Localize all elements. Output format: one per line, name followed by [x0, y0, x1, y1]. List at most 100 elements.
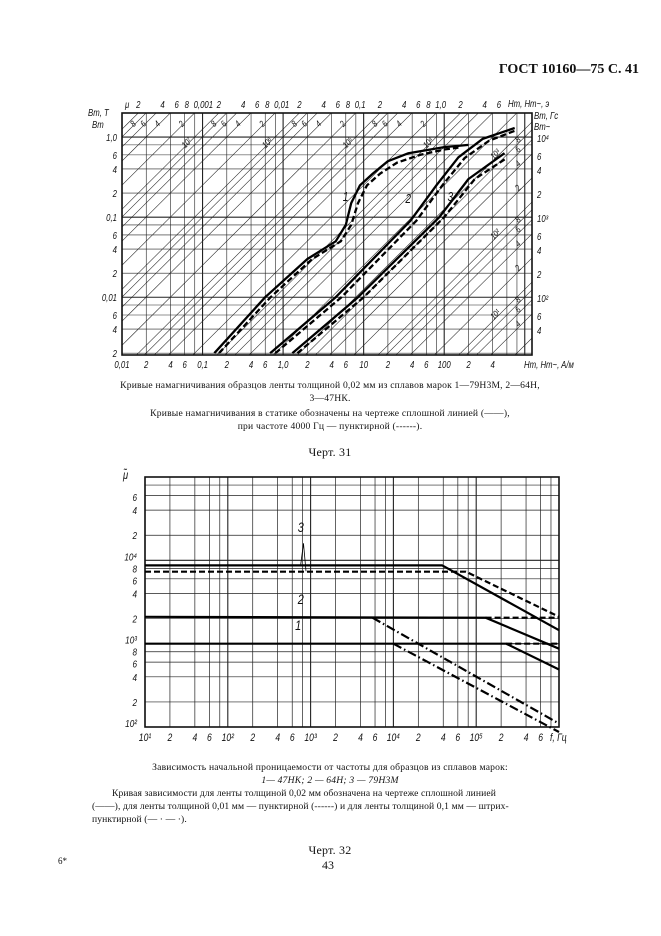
fig31-label: Черт. 31: [308, 445, 352, 459]
chart1-permeability-line: [122, 113, 357, 346]
chart1-top-tick-label: 6: [255, 99, 259, 110]
chart2-y-tick-label: 6: [132, 574, 137, 586]
chart1-y-tick-label: 6: [113, 310, 117, 321]
chart2-curve-label: 3: [298, 520, 304, 536]
chart1-permeability-line: [122, 113, 238, 228]
chart2-x-tick-label: 10⁴: [387, 732, 400, 744]
chart1-permeability-line: [41, 0, 612, 147]
chart1-x-tick-label: 4: [491, 359, 495, 370]
chart1-permeability-line: [122, 113, 332, 322]
chart1-permeability-line: [122, 113, 276, 266]
chart1-mu-label: 4: [314, 119, 324, 129]
chart1-y-tick-label: 0,1: [106, 212, 117, 223]
chart2-x-tick-label: 4: [441, 732, 446, 744]
chart1-top-tick-label: 4: [241, 99, 245, 110]
chart2-x-tick-label: 6: [455, 732, 460, 744]
chart1-top-tick-label: 8: [265, 99, 269, 110]
chart1-permeability-line: [304, 129, 532, 355]
chart1-right-axis-label2: Bm~: [534, 121, 550, 132]
chart1-curve-label: 1: [343, 190, 349, 204]
chart1-permeability-line: [122, 113, 139, 130]
chart2-curve-1-solid: [145, 642, 560, 671]
chart1-mu-label: 2: [257, 119, 268, 130]
chart1-mu-label: 6: [513, 144, 523, 154]
chart1-x-tick-label: 6: [263, 359, 267, 370]
chart1-permeability-line: [514, 337, 532, 355]
chart1-permeability-line: [41, 0, 612, 185]
chart2-curve-label: 1: [295, 618, 301, 634]
chart1-permeability-line: [476, 299, 532, 355]
chart1-mu-label: 4: [513, 319, 523, 329]
chart1-y-tick-label: 4: [113, 324, 117, 335]
chart1-x-tick-label: 2: [143, 359, 148, 370]
chart1-permeability-line: [248, 113, 493, 355]
chart1-x-tick-label: 4: [410, 359, 414, 370]
chart2-y-tick-label: 2: [132, 613, 138, 625]
chart1-top-tick-label: 6: [497, 99, 501, 110]
chart1-top-axis-corner: μ: [124, 99, 129, 110]
chart2-curve-1-dashdot: [392, 642, 560, 733]
fig31-caption-line1: Кривые намагничивания образцов ленты тол…: [120, 380, 540, 391]
chart2-x-tick-label: 4: [358, 732, 363, 744]
chart2-curve-2-dashdot: [371, 616, 560, 725]
chart1-y-axis-label: Bm, T: [88, 107, 109, 118]
chart1-top-tick-label: 0,1: [355, 99, 366, 110]
chart1-mu-label: 8: [128, 119, 138, 129]
chart1-frame: [121, 112, 533, 356]
chart2-x-axis-label: f, Гц: [550, 732, 567, 744]
chart1-mu-label: 2: [512, 263, 523, 274]
chart2-y-tick-label: 10²: [125, 717, 138, 729]
chart1-permeability-line: [168, 113, 413, 355]
chart1-y-tick-label: 2: [112, 268, 117, 279]
chart1-curve-1-dashed: [218, 146, 459, 354]
chart2-x-tick-label: 6: [290, 732, 295, 744]
chart1-top-tick-label: 6: [416, 99, 420, 110]
chart2-x-tick-label: 10¹: [139, 732, 152, 744]
chart2-y-tick-label: 2: [132, 529, 138, 541]
chart2-x-tick-label: 4: [275, 732, 280, 744]
chart1-x-tick-label: 2: [224, 359, 229, 370]
chart1-mu-label: 8: [289, 119, 299, 129]
chart1-top-tick-label: 2: [216, 99, 221, 110]
fig32-caption-line1: Зависимость начальной проницаемости от ч…: [152, 762, 508, 773]
chart1-y-axis-label2: Bm: [92, 119, 104, 130]
chart2-y-tick-label: 8: [132, 646, 137, 658]
chart1-permeability-line: [122, 113, 300, 290]
chart1-permeability-line: [122, 113, 318, 308]
chart2-y-tick-label: 10⁴: [124, 550, 137, 562]
chart2-x-tick-label: 4: [193, 732, 198, 744]
chart1-right-tick-label: 10²: [537, 293, 549, 304]
chart1-mu-label: 2: [418, 119, 429, 130]
chart1-permeability-line: [315, 139, 532, 355]
chart2-y-tick-label: 2: [132, 696, 138, 708]
chart1-x-tick-label: 4: [329, 359, 333, 370]
chart1-grid: [41, 0, 612, 355]
chart1-x-tick-label: 6: [424, 359, 428, 370]
chart2-x-tick-label: 4: [524, 732, 529, 744]
chart2-curve-3-solid: [145, 564, 560, 632]
chart1-permeability-line: [224, 113, 469, 355]
chart1-mu-label: 8: [513, 215, 523, 225]
chart1-permeability-line: [329, 153, 532, 355]
chart1-top-tick-label: 4: [402, 99, 406, 110]
chart1-permeability-line: [385, 209, 532, 355]
chart2-y-tick-label: 4: [132, 671, 137, 683]
chart1-mu-label: 6: [513, 305, 523, 315]
chart2-x-tick-label: 10⁵: [470, 732, 483, 744]
chart1-right-tick-label: 2: [536, 269, 541, 280]
chart1-top-tick-label: 6: [336, 99, 340, 110]
fig31-caption-line4: при частоте 4000 Гц — пунктирной (------…: [237, 421, 423, 432]
chart1-permeability-line: [377, 201, 532, 355]
fig32-caption-line5: пунктирной (— · — ·).: [92, 814, 187, 825]
page-header: ГОСТ 10160—75 С. 41: [498, 62, 639, 77]
chart1-permeability-line: [353, 177, 532, 355]
chart1-y-tick-label: 6: [113, 230, 117, 241]
chart2-y-tick-label: 6: [132, 491, 137, 503]
fig32-caption-line3: Кривая зависимости для ленты толщиной 0,…: [112, 788, 496, 799]
chart1-curve-label: 3: [448, 190, 454, 204]
chart1-top-tick-label: 8: [185, 99, 189, 110]
chart1-top-tick-label: 0,001: [194, 99, 214, 110]
chart1-curve-3-dashed: [296, 156, 508, 355]
chart1-x-tick-label: 0,01: [114, 359, 129, 370]
